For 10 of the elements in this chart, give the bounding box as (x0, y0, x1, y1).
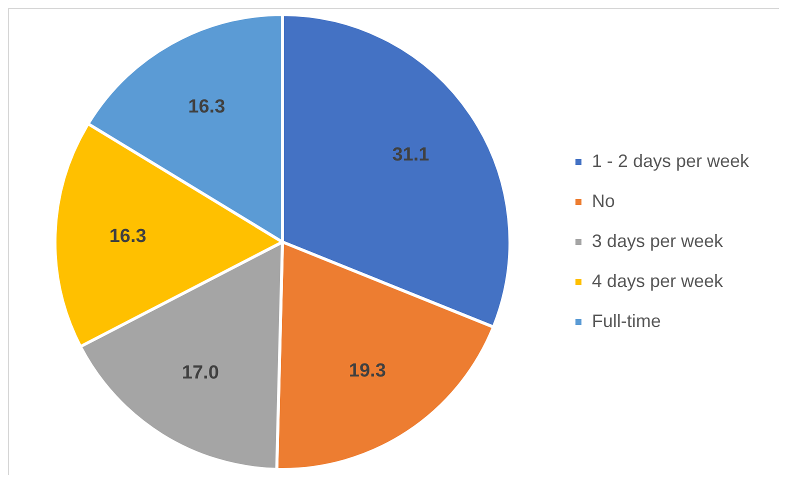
legend-label: Full-time (592, 310, 661, 331)
data-label: 16.3 (188, 96, 226, 118)
data-label: 31.1 (392, 144, 430, 166)
data-label: 16.3 (109, 226, 146, 247)
data-label: 19.3 (348, 360, 386, 382)
legend-label: 4 days per week (592, 270, 724, 291)
legend-label: 1 - 2 days per week (592, 150, 750, 171)
legend-label: No (592, 190, 615, 211)
legend-label: 3 days per week (592, 230, 724, 251)
data-label: 17.0 (182, 362, 219, 384)
